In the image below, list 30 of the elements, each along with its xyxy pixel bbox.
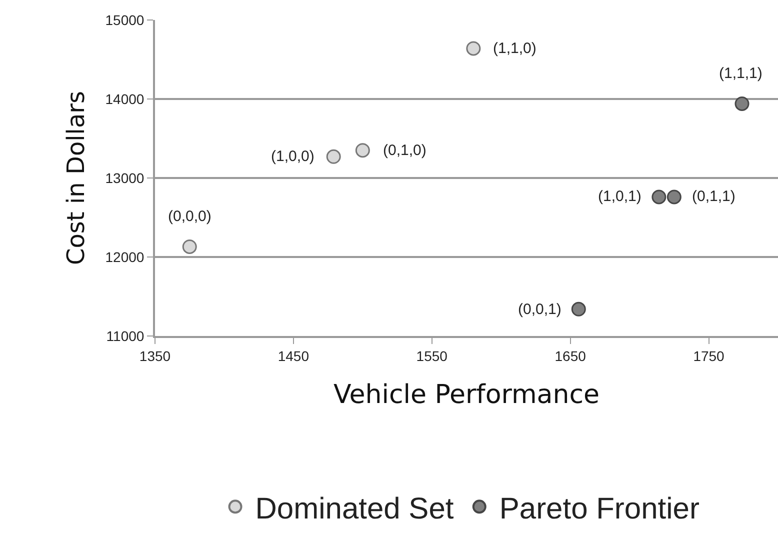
legend-label: Dominated Set bbox=[255, 492, 454, 526]
point bbox=[355, 143, 370, 158]
annotation: (1,0,0) bbox=[271, 148, 314, 165]
x-tick-label: 1450 bbox=[278, 348, 310, 364]
annotation: (1,1,0) bbox=[493, 40, 536, 57]
point bbox=[571, 302, 586, 316]
y-tick-label: 15000 bbox=[105, 12, 144, 28]
x-tick-label: 1550 bbox=[416, 348, 448, 364]
point bbox=[666, 190, 682, 204]
point bbox=[326, 149, 341, 164]
y-tick-label: 13000 bbox=[105, 170, 144, 186]
annotation: (0,0,1) bbox=[518, 301, 562, 318]
annotation: (0,1,0) bbox=[383, 142, 426, 159]
y-tick-label: 12000 bbox=[105, 248, 144, 265]
annotation: (0,0,0) bbox=[168, 208, 212, 225]
annotation: (1,1,1) bbox=[719, 65, 762, 82]
x-tick-label: 1350 bbox=[139, 348, 171, 364]
point bbox=[652, 190, 666, 204]
y-tick-label: 14000 bbox=[105, 90, 144, 107]
point bbox=[734, 96, 750, 111]
point bbox=[466, 41, 481, 56]
y-tick-label: 11000 bbox=[106, 328, 144, 344]
legend-label: Pareto Frontier bbox=[499, 492, 700, 526]
point bbox=[182, 239, 197, 254]
x-tick-label: 1650 bbox=[554, 348, 586, 364]
annotation: (0,1,1) bbox=[692, 188, 736, 205]
annotation: (1,0,1) bbox=[598, 188, 642, 205]
x-axis-title: Vehicle Performance bbox=[333, 380, 600, 410]
x-tick-label: 1750 bbox=[693, 348, 725, 364]
y-axis-title: Cost in Dollars bbox=[62, 90, 90, 266]
